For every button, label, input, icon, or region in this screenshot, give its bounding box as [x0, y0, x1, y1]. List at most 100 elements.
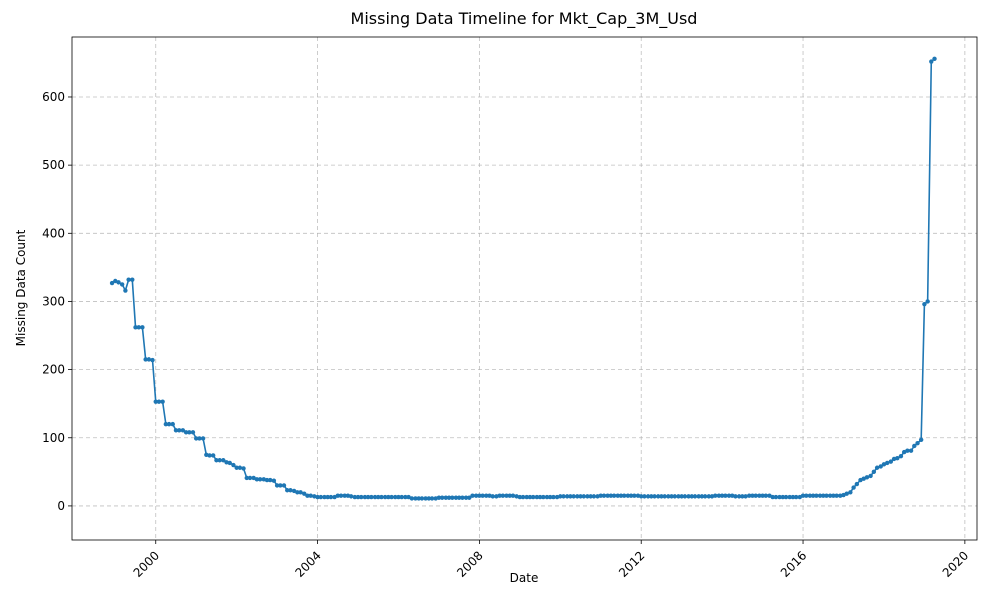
- data-point: [642, 494, 647, 499]
- data-point: [426, 496, 432, 501]
- data-point: [793, 494, 799, 500]
- data-point: [450, 495, 455, 500]
- data-point: [699, 494, 705, 499]
- data-point: [848, 490, 853, 495]
- data-point: [302, 491, 307, 496]
- data-point: [686, 494, 691, 499]
- chart-title: Missing Data Timeline for Mkt_Cap_3M_Usd: [351, 9, 698, 29]
- data-point: [750, 493, 755, 498]
- data-point: [467, 495, 472, 500]
- data-point: [915, 441, 920, 446]
- data-point: [783, 494, 789, 500]
- data-point: [268, 477, 273, 483]
- data-point: [365, 494, 371, 500]
- data-point: [922, 301, 927, 307]
- data-point: [443, 495, 449, 500]
- data-point: [126, 277, 131, 282]
- data-point: [413, 496, 418, 501]
- data-point: [143, 357, 148, 362]
- data-point: [109, 280, 115, 286]
- data-point: [743, 494, 748, 499]
- data-point: [504, 493, 509, 498]
- data-point: [146, 357, 152, 362]
- data-point: [530, 494, 536, 500]
- data-point: [581, 494, 586, 499]
- data-point: [757, 493, 762, 498]
- data-point: [429, 496, 435, 501]
- data-point: [170, 421, 175, 427]
- y-tick-label: 300: [42, 294, 65, 308]
- data-point: [740, 494, 745, 499]
- data-point: [281, 483, 287, 488]
- data-point: [622, 493, 627, 498]
- data-point: [439, 495, 445, 500]
- data-point: [173, 428, 179, 433]
- data-point: [777, 494, 782, 500]
- data-point: [497, 493, 502, 498]
- data-point: [484, 493, 489, 498]
- y-tick-label: 500: [42, 158, 65, 172]
- data-point: [379, 494, 384, 500]
- data-point: [864, 475, 870, 480]
- data-point: [723, 493, 728, 498]
- data-point: [247, 475, 253, 481]
- plot-frame: [71, 36, 978, 541]
- data-point: [517, 494, 523, 500]
- data-point: [473, 493, 479, 498]
- data-point: [116, 280, 121, 285]
- data-point: [193, 436, 199, 441]
- data-point: [119, 282, 125, 287]
- data-point: [386, 494, 391, 500]
- data-point: [318, 494, 324, 500]
- data-point: [295, 490, 300, 495]
- data-point: [436, 495, 442, 500]
- data-point: [929, 59, 934, 64]
- data-point: [558, 494, 563, 499]
- y-tick-label: 0: [57, 499, 65, 513]
- data-point: [834, 493, 839, 498]
- y-tick-label: 600: [42, 90, 65, 104]
- data-point: [898, 453, 904, 459]
- data-point: [254, 477, 260, 482]
- data-point: [541, 494, 546, 500]
- data-point: [844, 491, 849, 496]
- data-point: [753, 493, 758, 498]
- data-point: [328, 494, 334, 500]
- data-point: [807, 493, 813, 498]
- data-point: [702, 494, 708, 499]
- data-point: [625, 493, 631, 498]
- data-point: [214, 458, 219, 463]
- data-point: [477, 493, 482, 498]
- data-point: [810, 493, 816, 498]
- data-point: [237, 465, 243, 470]
- data-point: [271, 478, 277, 483]
- data-point: [190, 430, 196, 435]
- data-point: [851, 485, 856, 490]
- data-point: [804, 493, 809, 498]
- x-axis-label: Date: [510, 571, 539, 585]
- data-point: [355, 494, 361, 500]
- data-point: [598, 493, 603, 498]
- data-point: [130, 277, 135, 282]
- data-point: [315, 494, 320, 500]
- data-point: [760, 493, 765, 498]
- data-point: [285, 488, 290, 493]
- data-point: [197, 436, 202, 441]
- y-tick-label: 100: [42, 431, 65, 445]
- data-point: [416, 496, 421, 501]
- data-point: [153, 399, 158, 404]
- data-point: [160, 399, 165, 404]
- data-point: [352, 494, 357, 500]
- data-point: [278, 483, 283, 488]
- data-point: [207, 453, 212, 458]
- data-point: [227, 460, 232, 466]
- data-point: [180, 428, 186, 433]
- data-point: [382, 494, 388, 500]
- data-point: [480, 493, 485, 498]
- data-point: [571, 494, 576, 499]
- data-point: [669, 494, 674, 499]
- data-point: [396, 494, 401, 500]
